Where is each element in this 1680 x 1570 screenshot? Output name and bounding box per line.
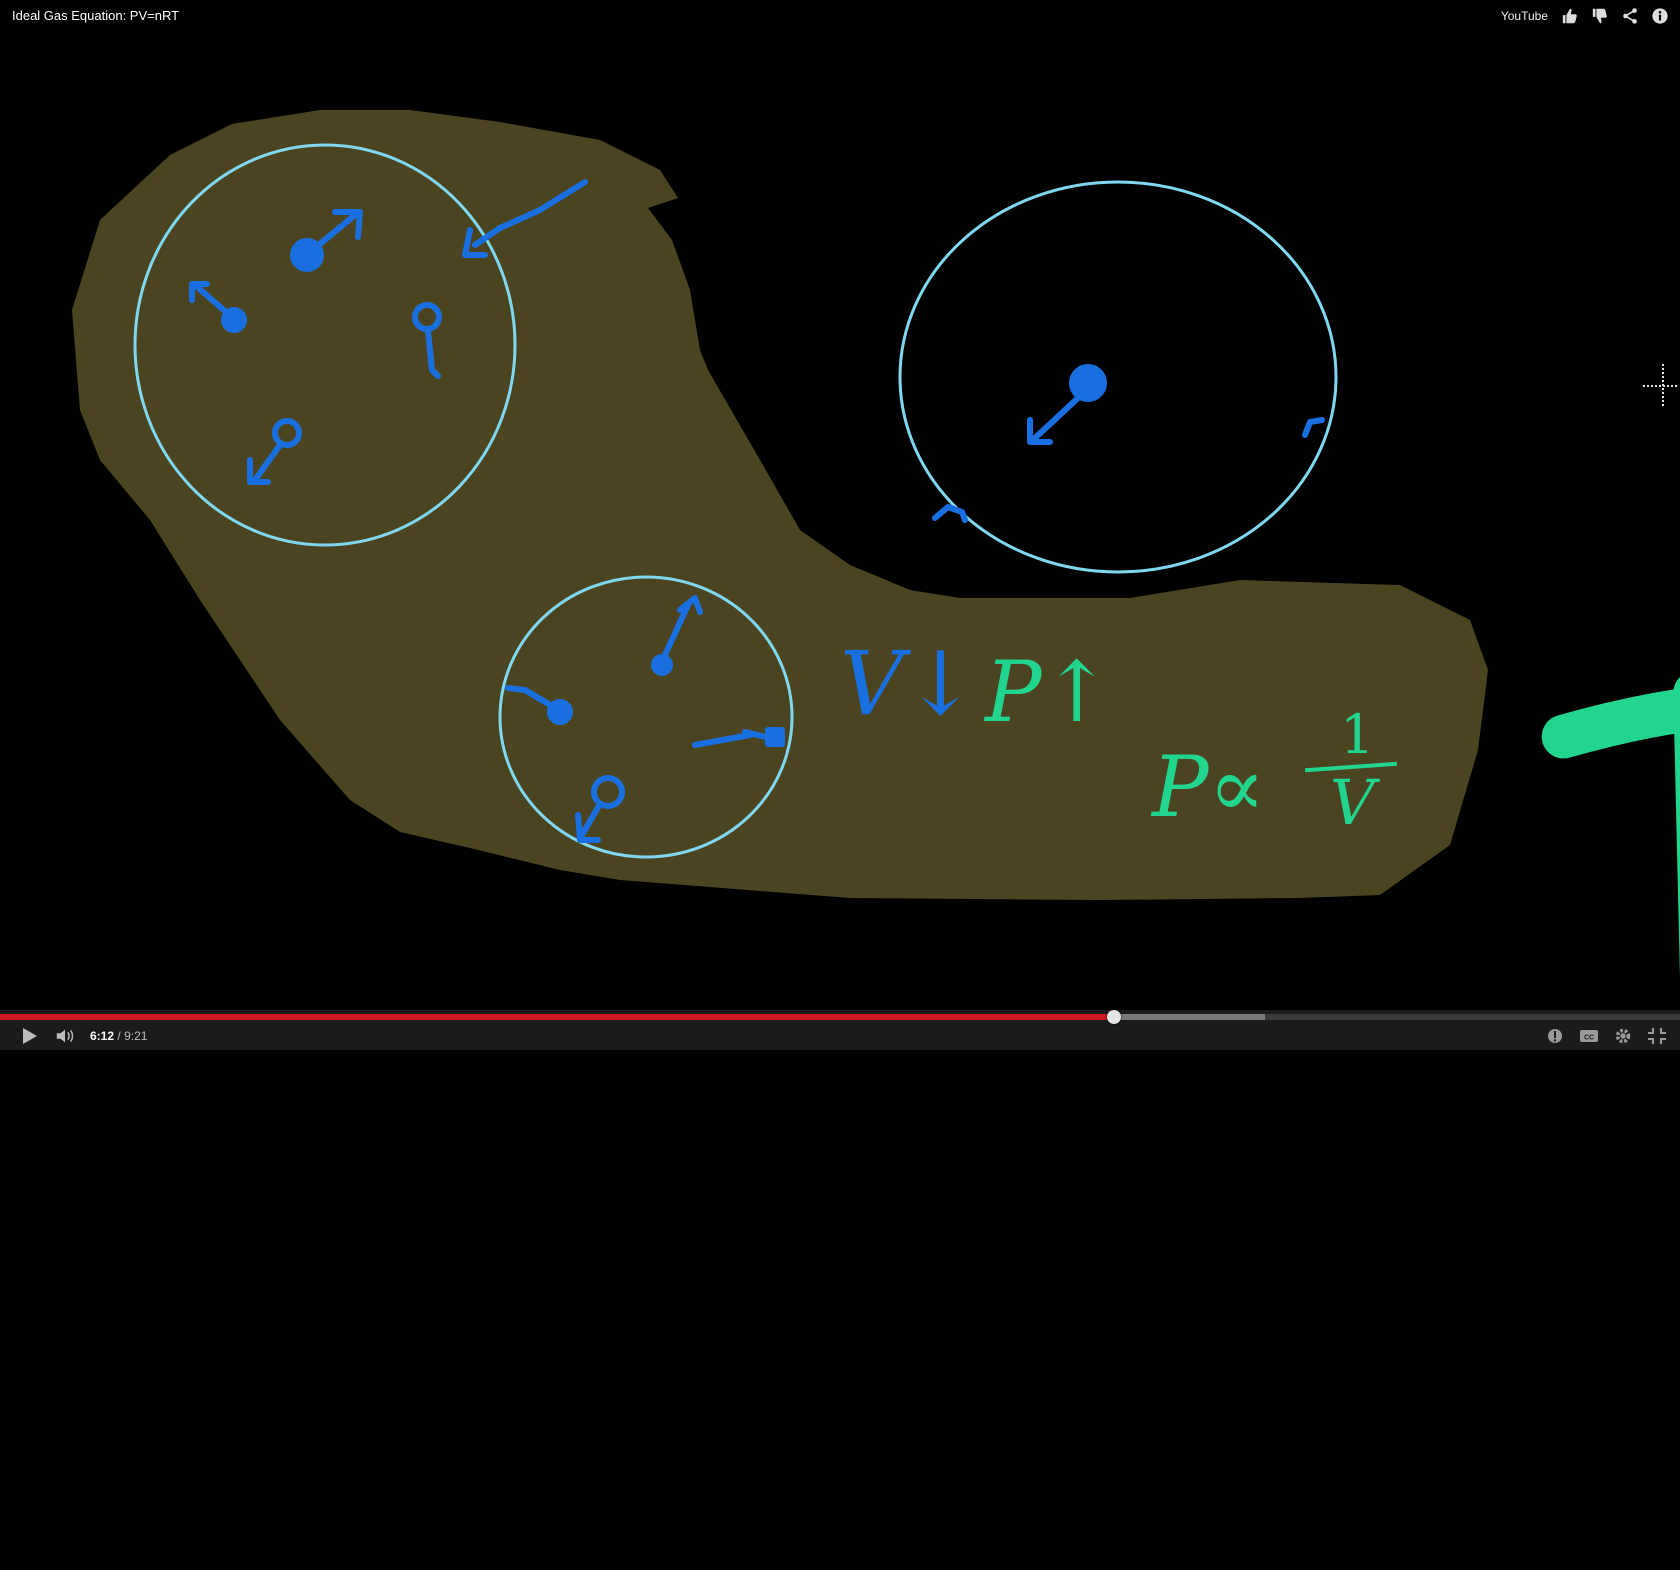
time-display: 6:12 / 9:21: [90, 1029, 147, 1043]
controls-right: CC: [1544, 1026, 1668, 1046]
whiteboard-drawing: [72, 110, 1488, 900]
youtube-logo[interactable]: YouTube: [1500, 9, 1548, 23]
time-current: 6:12: [90, 1029, 115, 1043]
video-top-bar: Ideal Gas Equation: PV=nRT YouTube: [0, 0, 1680, 34]
like-icon[interactable]: [1560, 6, 1580, 26]
gas-circle-right: [898, 180, 1338, 574]
svg-text:CC: CC: [1584, 1035, 1594, 1042]
video-frame[interactable]: V↓ P↑ P∝ 1 V: [0, 40, 1680, 1005]
progress-played: [0, 1014, 1114, 1020]
gas-circle-small: [498, 575, 794, 859]
share-icon[interactable]: [1620, 6, 1640, 26]
fraction-numerator: 1: [1340, 703, 1375, 766]
molecules-large-circle: [189, 209, 442, 485]
top-actions: YouTube: [1501, 6, 1670, 26]
play-icon[interactable]: [18, 1026, 40, 1046]
exit-fullscreen-icon[interactable]: [1646, 1026, 1668, 1046]
dislike-icon[interactable]: [1590, 6, 1610, 26]
molecules-right-circle: [932, 364, 1325, 523]
crosshair-cursor: [1643, 364, 1679, 408]
player-controls: 6:12 / 9:21 CC: [0, 1010, 1680, 1050]
volume-icon[interactable]: [54, 1026, 76, 1046]
volume-decrease-label: V↓: [840, 632, 978, 735]
progress-bar[interactable]: [0, 1010, 1680, 1024]
fraction-denominator: V: [1330, 766, 1375, 839]
molecules-small-circle: [505, 595, 785, 843]
time-separator: /: [117, 1029, 121, 1043]
proportional-label: P∝: [1152, 738, 1266, 836]
progress-scrubber-handle[interactable]: [1106, 1010, 1121, 1024]
controls-left: 6:12 / 9:21: [18, 1026, 147, 1046]
compression-arrow: [462, 179, 588, 258]
time-total: 9:21: [124, 1029, 148, 1043]
gas-circle-large: [133, 143, 517, 547]
video-title[interactable]: Ideal Gas Equation: PV=nRT: [12, 8, 180, 23]
settings-icon[interactable]: [1612, 1026, 1634, 1046]
info-icon[interactable]: [1650, 6, 1670, 26]
pressure-increase-label: P↑: [985, 643, 1112, 741]
annotations-icon[interactable]: [1544, 1026, 1566, 1046]
captions-icon[interactable]: CC: [1578, 1026, 1600, 1046]
scribbled-formula: [1541, 677, 1680, 978]
